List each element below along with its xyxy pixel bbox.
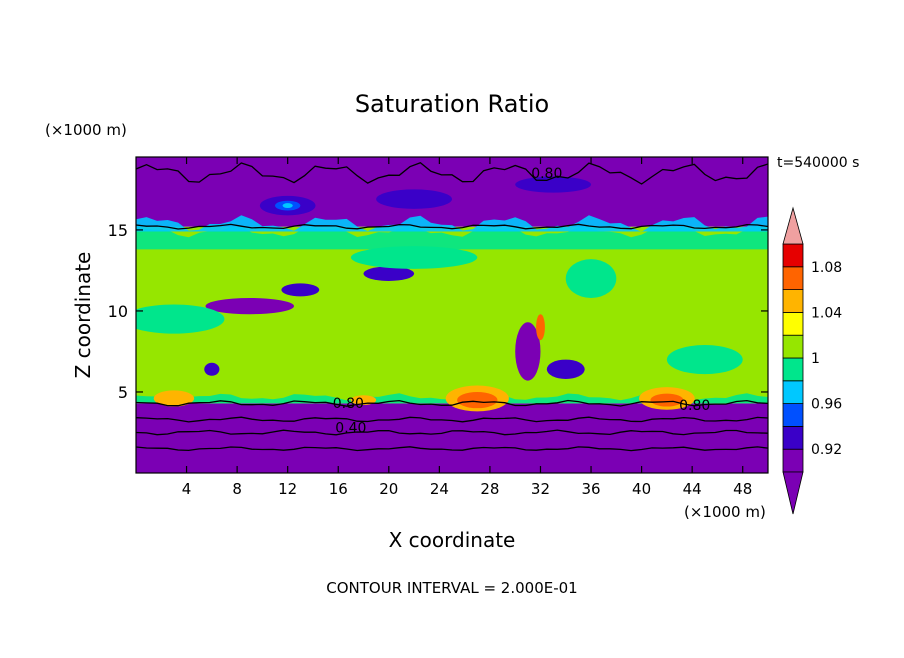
x-tick-label: 4 xyxy=(182,480,192,498)
moisture-feature xyxy=(282,203,293,209)
colorbar-swatch xyxy=(782,289,804,313)
x-axis-ticks: 4 8 12 16 20 24 28 32 36 40 44 48 xyxy=(182,157,752,498)
moist-band xyxy=(136,225,768,250)
contour-line xyxy=(136,162,768,185)
moisture-feature xyxy=(205,297,294,315)
contour-line xyxy=(136,399,768,407)
y-tick-label: 15 xyxy=(108,221,128,240)
region-lower-dry-layer xyxy=(136,403,768,473)
y-axis-ticks: 5 10 15 xyxy=(108,221,768,402)
chart-title: Saturation Ratio xyxy=(355,90,549,118)
contour-line xyxy=(136,223,768,230)
x-tick-label: 40 xyxy=(632,480,651,498)
moisture-feature xyxy=(204,362,220,376)
moisture-feature xyxy=(650,393,684,407)
contour-label: 0.80 xyxy=(531,166,562,182)
x-tick-label: 20 xyxy=(379,480,398,498)
x-tick-label: 32 xyxy=(531,480,550,498)
moisture-feature xyxy=(153,390,195,407)
contour-label: 0.80 xyxy=(333,396,364,412)
colorbar-tick-label: 1.08 xyxy=(811,260,842,276)
contour-line xyxy=(136,429,768,436)
moisture-feature xyxy=(136,304,225,334)
y-axis-units: (×1000 m) xyxy=(45,121,127,139)
colorbar-under-arrow xyxy=(782,471,804,515)
moisture-feature xyxy=(515,322,541,381)
colorbar-swatch xyxy=(782,311,804,336)
x-axis-units: (×1000 m) xyxy=(684,503,766,521)
x-axis-label: X coordinate xyxy=(389,528,516,552)
y-tick-label: 5 xyxy=(118,383,128,402)
colorbar-tick-label: 1 xyxy=(811,351,820,367)
colorbar-swatch xyxy=(782,448,804,473)
moist-band xyxy=(136,215,768,232)
x-tick-label: 48 xyxy=(733,480,752,498)
colorbar: 0.92 0.96 1 1.04 1.08 xyxy=(782,206,842,515)
contour-line xyxy=(136,446,768,452)
moisture-feature xyxy=(376,189,452,209)
colorbar-swatch xyxy=(782,425,804,450)
colorbar-tick-label: 0.96 xyxy=(811,397,842,413)
plot-frame xyxy=(135,156,769,474)
moisture-feature xyxy=(546,359,585,380)
contour-label: 0.40 xyxy=(335,420,366,436)
contour-label: 0.80 xyxy=(679,398,710,414)
colorbar-over-arrow xyxy=(782,206,804,245)
colorbar-tick-label: 0.92 xyxy=(811,442,842,458)
colorbar-swatch xyxy=(782,334,804,359)
x-tick-label: 8 xyxy=(232,480,242,498)
colorbar-swatch xyxy=(782,357,804,382)
contour-lines xyxy=(136,162,768,452)
contour-line xyxy=(136,416,768,423)
y-axis-label: Z coordinate xyxy=(71,252,95,379)
moisture-feature xyxy=(536,314,545,341)
colorbar-swatch xyxy=(782,403,804,427)
x-tick-label: 44 xyxy=(683,480,702,498)
region-upper-dry-layer xyxy=(136,157,768,227)
x-tick-label: 12 xyxy=(278,480,297,498)
contour-labels: 0.80 0.80 0.40 0.80 xyxy=(333,166,711,436)
time-label: t=540000 s xyxy=(777,155,859,171)
moisture-feature xyxy=(457,391,498,409)
moisture-feature xyxy=(565,259,617,298)
x-tick-label: 24 xyxy=(430,480,449,498)
y-tick-label: 10 xyxy=(108,302,128,321)
x-tick-label: 28 xyxy=(480,480,499,498)
moisture-feature xyxy=(363,266,415,281)
x-tick-label: 36 xyxy=(581,480,600,498)
moisture-feature xyxy=(666,344,743,375)
moisture-feature xyxy=(515,176,592,193)
colorbar-swatch xyxy=(782,243,804,268)
colorbar-swatch xyxy=(782,380,804,404)
plot-area xyxy=(136,157,768,473)
colorbar-tick-label: 1.04 xyxy=(811,305,842,321)
x-tick-label: 16 xyxy=(329,480,348,498)
contour-interval-note: CONTOUR INTERVAL = 2.000E-01 xyxy=(326,579,577,597)
moisture-feature xyxy=(350,246,478,269)
colorbar-swatch xyxy=(782,266,804,290)
moisture-feature xyxy=(281,283,320,297)
